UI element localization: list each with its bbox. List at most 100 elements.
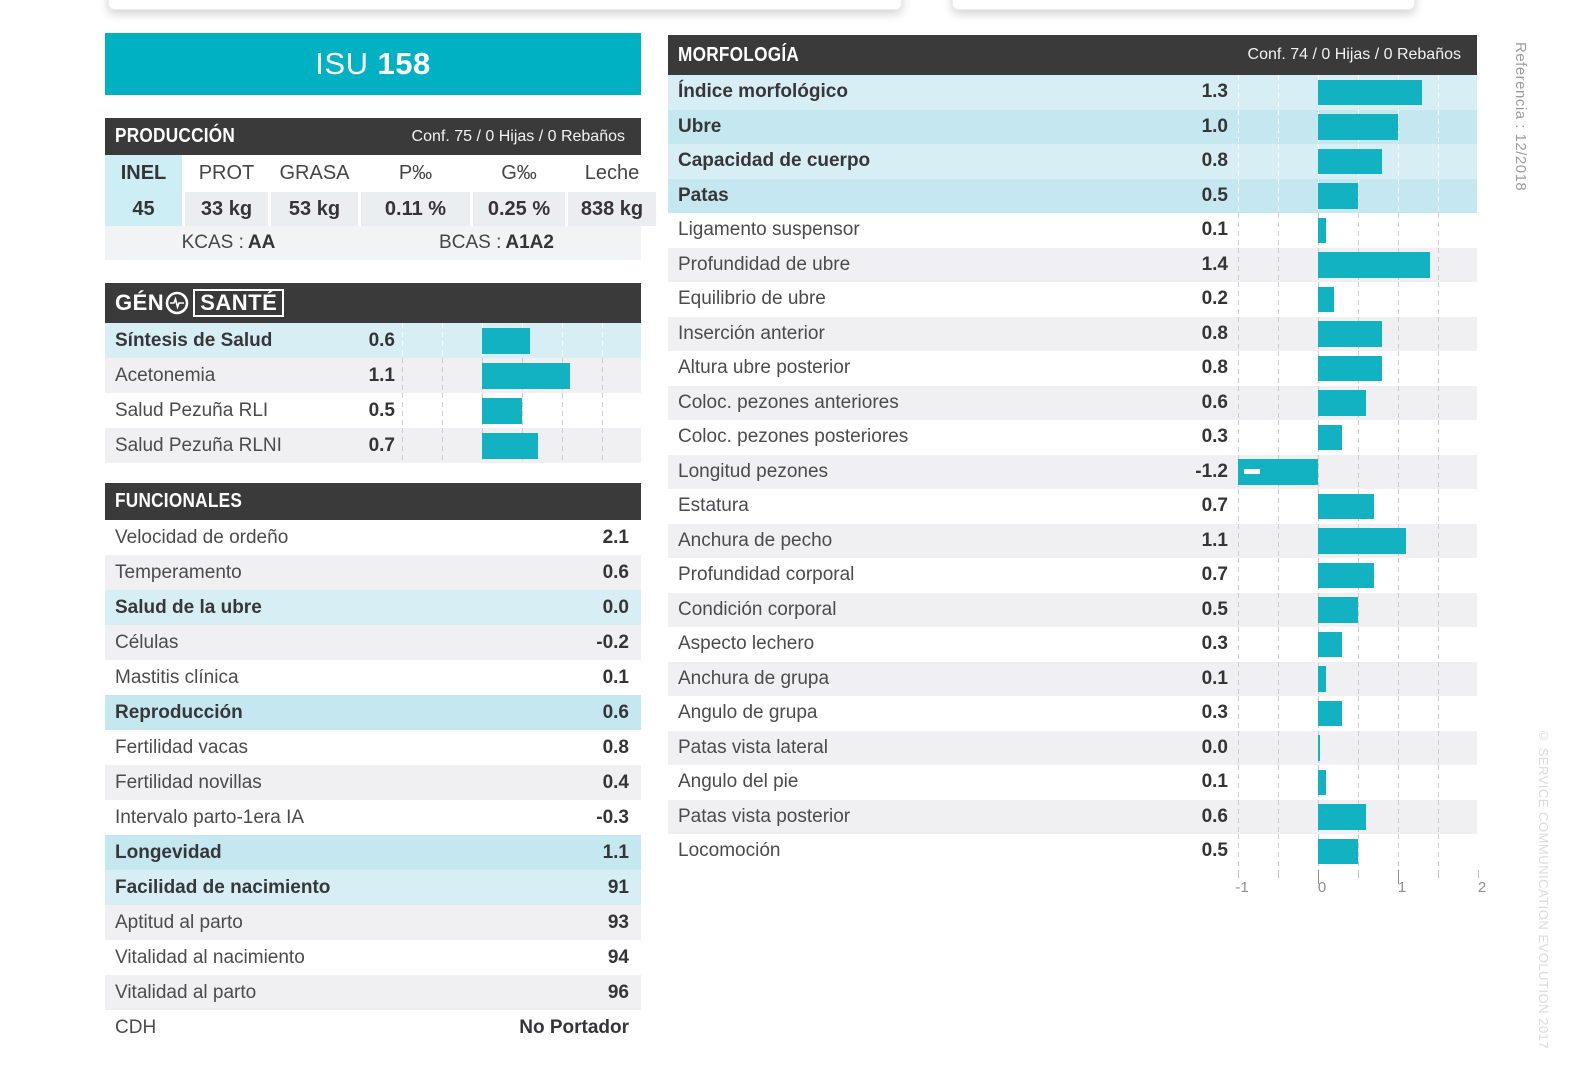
gridline xyxy=(1278,765,1279,800)
row-label: Fertilidad vacas xyxy=(115,736,249,758)
row-value: 0.7 xyxy=(368,434,395,456)
gridline xyxy=(1278,282,1279,317)
value-bar xyxy=(1318,148,1382,174)
gridline xyxy=(1238,730,1239,765)
row-value: 0.1 xyxy=(602,666,629,688)
gridline xyxy=(1358,178,1359,213)
value-bar xyxy=(1318,631,1342,657)
row-label: Acetonemia xyxy=(115,364,216,386)
top-card-right xyxy=(952,0,1415,10)
value-bar xyxy=(1318,390,1366,416)
gridline xyxy=(1398,282,1399,317)
genosante-rows: Síntesis de Salud 0.6 Acetonemia 1.1 Salud P… xyxy=(105,323,641,463)
row-label: Locomoción xyxy=(678,840,781,862)
gridline xyxy=(1438,730,1439,765)
gridline xyxy=(402,358,403,393)
chart-row: Patas 0.5 xyxy=(668,178,1477,213)
row-label: Vitalidad al nacimiento xyxy=(115,946,305,968)
gridline xyxy=(1238,592,1239,627)
gridline xyxy=(1278,109,1279,144)
gridline xyxy=(1238,799,1239,834)
bcas-value: A1A2 xyxy=(505,232,554,253)
gridline xyxy=(1438,661,1439,696)
funcionales-row: Intervalo parto-1era IA -0.3 xyxy=(105,800,641,835)
chart-row: Equilibrio de ubre 0.2 xyxy=(668,282,1477,317)
gridline xyxy=(562,428,563,463)
row-label: Velocidad de ordeño xyxy=(115,526,289,548)
row-value: 0.6 xyxy=(602,561,629,583)
row-bar-chart xyxy=(1230,627,1477,662)
bcas-cell: BCAS : A1A2 xyxy=(352,232,641,254)
axis-tick-label: 1 xyxy=(1397,879,1407,896)
row-label: Ligamento suspensor xyxy=(678,219,860,241)
row-value: 0.2 xyxy=(1201,288,1228,310)
gridline xyxy=(1238,316,1239,351)
gridline xyxy=(1358,627,1359,662)
gridline xyxy=(1358,661,1359,696)
row-bar-chart xyxy=(1230,558,1477,593)
copyright-text: © SERVICE COMMUNICATION EVOLUTION 2017 xyxy=(1536,728,1551,1050)
row-label: Aspecto lechero xyxy=(678,633,815,655)
morfologia-header: MORFOLOGÍA Conf. 74 / 0 Hijas / 0 Rebaño… xyxy=(668,35,1477,75)
row-value: 1.0 xyxy=(1201,115,1228,137)
row-bar-chart xyxy=(1230,730,1477,765)
row-label: Patas vista lateral xyxy=(678,736,828,758)
gridline xyxy=(1398,454,1399,489)
row-label: Angulo del pie xyxy=(678,771,799,793)
row-bar-chart xyxy=(1230,75,1477,110)
gridline xyxy=(1438,247,1439,282)
row-bar-chart xyxy=(397,393,641,428)
row-label: Anchura de grupa xyxy=(678,667,830,689)
row-bar-chart xyxy=(1230,109,1477,144)
row-label: Condición corporal xyxy=(678,598,837,620)
row-value: 0.3 xyxy=(1201,426,1228,448)
gridline xyxy=(562,393,563,428)
row-value: 0.1 xyxy=(1201,667,1228,689)
funcionales-rows: Velocidad de ordeño 2.1 Temperamento 0.6 Sal… xyxy=(105,520,641,1045)
gridline xyxy=(1438,523,1439,558)
gridline xyxy=(1438,454,1439,489)
row-label: CDH xyxy=(115,1016,157,1038)
gridline xyxy=(1278,385,1279,420)
funcionales-row: Células -0.2 xyxy=(105,625,641,660)
row-label: Longitud pezones xyxy=(678,460,829,482)
produccion-col-header: G‰ xyxy=(473,155,565,192)
value-bar xyxy=(1318,528,1406,554)
gridline xyxy=(1238,385,1239,420)
row-bar-chart xyxy=(1230,765,1477,800)
gridline xyxy=(1278,661,1279,696)
chart-row: Condición corporal 0.5 xyxy=(668,592,1477,627)
value-bar xyxy=(1318,321,1382,347)
value-bar xyxy=(1318,217,1326,243)
gridline xyxy=(1278,420,1279,455)
row-value: 91 xyxy=(607,876,629,898)
gridline xyxy=(1278,247,1279,282)
row-value: 0.8 xyxy=(602,736,629,758)
gridline xyxy=(1238,109,1239,144)
row-bar-chart xyxy=(1230,661,1477,696)
produccion-col-header: INEL xyxy=(105,155,182,192)
row-value: 0.6 xyxy=(1201,391,1228,413)
gridline xyxy=(1438,316,1439,351)
axis-tick xyxy=(1358,870,1359,878)
gridline xyxy=(1398,178,1399,213)
row-value: 0.0 xyxy=(602,596,629,618)
row-label: Aptitud al parto xyxy=(115,911,243,933)
row-label: Facilidad de nacimiento xyxy=(115,876,331,898)
chart-row: Índice morfológico 1.3 xyxy=(668,75,1477,110)
kcas-bcas-row: KCAS : AA BCAS : A1A2 xyxy=(105,226,641,260)
axis-tick xyxy=(1238,870,1239,878)
genosante-logo-text1: GÉN xyxy=(115,290,165,315)
chart-row: Profundidad corporal 0.7 xyxy=(668,558,1477,593)
produccion-col-header: Leche xyxy=(568,155,656,192)
morfologia-rows: Índice morfológico 1.3 Ubre 1.0 Capacidad de… xyxy=(668,75,1477,869)
row-value: 0.8 xyxy=(1201,150,1228,172)
funcionales-row: Vitalidad al nacimiento 94 xyxy=(105,940,641,975)
gridline xyxy=(1398,420,1399,455)
row-value: 1.3 xyxy=(1201,81,1228,103)
value-bar xyxy=(1318,183,1358,209)
gridline xyxy=(1398,661,1399,696)
row-value: 0.7 xyxy=(1201,495,1228,517)
produccion-table: INEL PROT GRASA P‰ G‰ Leche 45 33 kg 53 kg 0.11 %… xyxy=(105,155,656,226)
gridline xyxy=(1278,75,1279,110)
